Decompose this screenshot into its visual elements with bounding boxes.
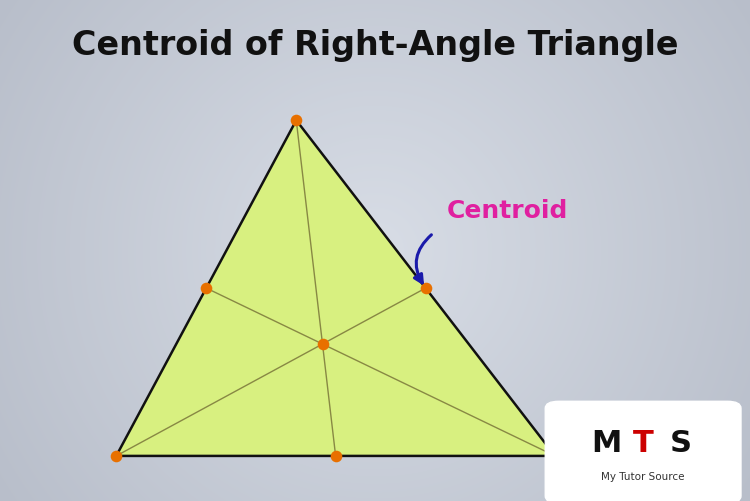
Point (200, 284, 212, 292)
Text: T: T (633, 429, 653, 458)
Text: My Tutor Source: My Tutor Source (602, 472, 685, 481)
Point (420, 284, 432, 292)
Text: S: S (669, 429, 692, 458)
Point (110, 452, 122, 460)
FancyBboxPatch shape (545, 401, 741, 501)
Text: Centroid of Right-Angle Triangle: Centroid of Right-Angle Triangle (72, 29, 678, 62)
Polygon shape (116, 120, 555, 456)
Text: Centroid: Centroid (446, 199, 568, 223)
Point (290, 116, 302, 124)
Point (316, 340, 328, 348)
Text: M: M (591, 429, 621, 458)
Point (330, 452, 342, 460)
Point (549, 452, 561, 460)
